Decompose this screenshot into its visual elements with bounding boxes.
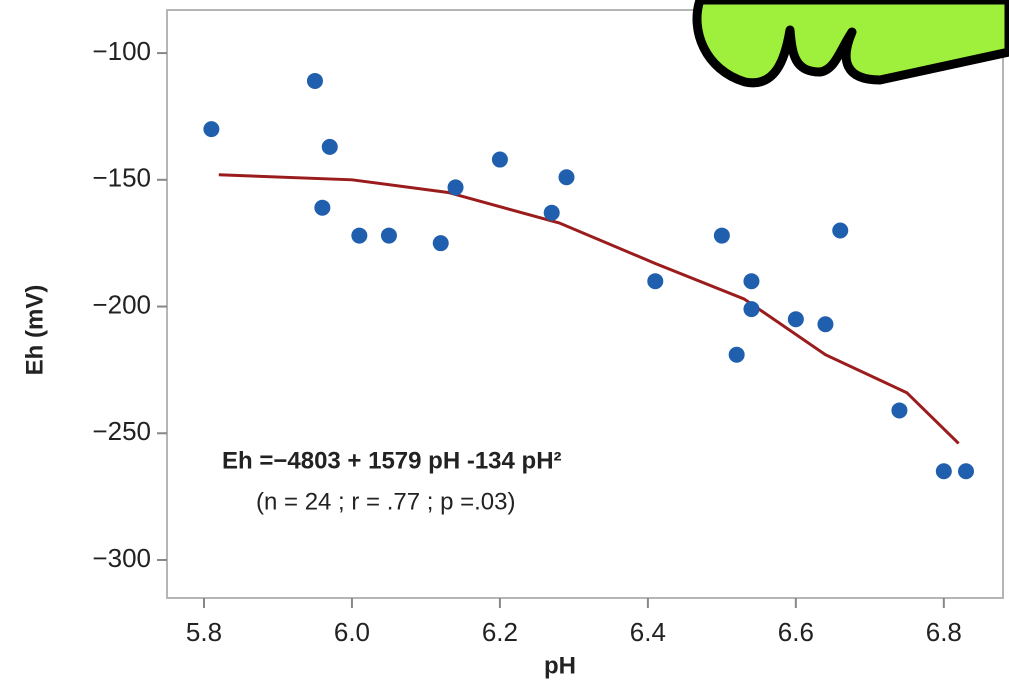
x-tick-label: 6.6	[778, 617, 814, 647]
data-point	[447, 179, 464, 196]
data-point	[817, 316, 834, 333]
stats-note: (n = 24 ; r = .77 ; p =.03)	[256, 488, 516, 515]
data-point	[743, 301, 760, 318]
data-point	[935, 463, 952, 480]
x-tick-label: 6.4	[630, 617, 666, 647]
fit-curve	[218, 173, 960, 445]
x-tick-label: 6.2	[482, 617, 518, 647]
y-axis-label: Eh (mV)	[21, 285, 48, 376]
data-point	[432, 235, 449, 252]
data-point	[728, 346, 745, 363]
data-point	[787, 311, 804, 328]
data-point	[203, 121, 220, 138]
data-point	[743, 273, 760, 290]
x-tick-label: 6.8	[926, 617, 962, 647]
y-tick-label: −100	[92, 36, 151, 66]
data-point	[321, 138, 338, 155]
data-point	[351, 227, 368, 244]
y-tick-label: −250	[92, 416, 151, 446]
data-point	[491, 151, 508, 168]
data-point	[832, 222, 849, 239]
data-point	[958, 463, 975, 480]
data-point	[543, 204, 560, 221]
equation: Eh =−4803 + 1579 pH -134 pH²	[222, 447, 562, 474]
y-tick-label: −150	[92, 163, 151, 193]
data-point	[891, 402, 908, 419]
x-tick-label: 5.8	[186, 617, 222, 647]
y-tick-label: −200	[92, 289, 151, 319]
data-point	[314, 199, 331, 216]
data-point	[713, 227, 730, 244]
plot-frame	[166, 9, 1004, 599]
green-blob	[692, 0, 1009, 88]
data-point	[647, 273, 664, 290]
x-tick-label: 6.0	[334, 617, 370, 647]
x-axis-label: pH	[544, 652, 576, 679]
data-point	[306, 72, 323, 89]
data-point	[380, 227, 397, 244]
y-tick-label: −300	[92, 543, 151, 573]
data-point	[558, 169, 575, 186]
